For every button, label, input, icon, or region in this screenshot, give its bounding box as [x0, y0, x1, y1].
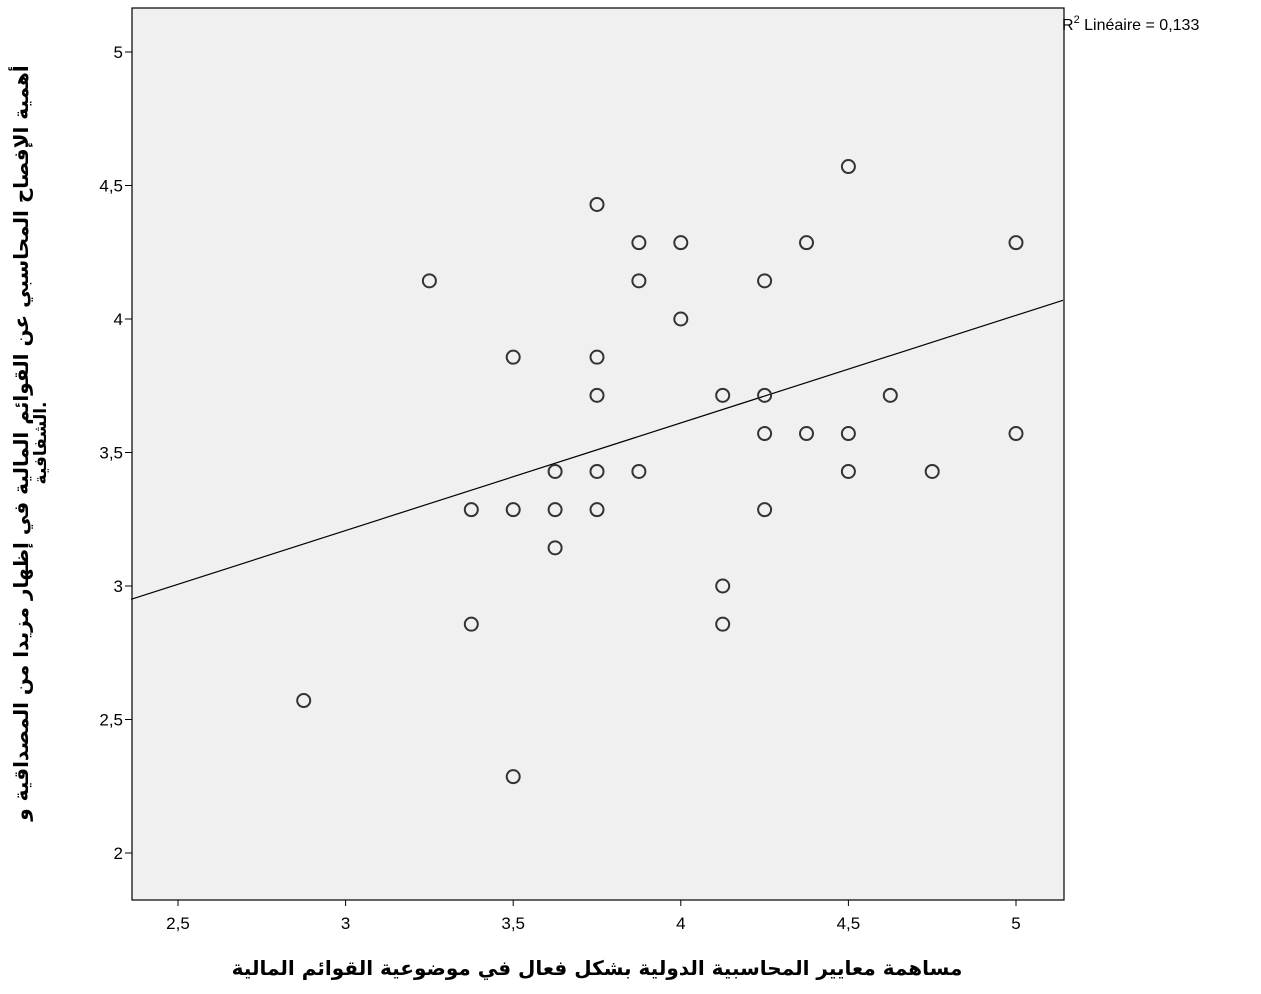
data-point	[715, 578, 731, 594]
r2-superscript: 2	[1074, 14, 1080, 26]
data-point	[296, 693, 312, 709]
y-tick-label: 3,5	[99, 444, 123, 463]
data-point	[673, 311, 689, 327]
y-tick-label: 4,5	[99, 177, 123, 196]
data-point	[421, 273, 437, 289]
data-point	[757, 502, 773, 518]
data-point	[924, 463, 940, 479]
data-point	[715, 387, 731, 403]
data-point	[673, 235, 689, 251]
data-point	[882, 387, 898, 403]
data-point	[840, 463, 856, 479]
r2-prefix: R	[1062, 17, 1074, 34]
data-point	[505, 502, 521, 518]
x-tick-label: 5	[1011, 914, 1020, 933]
x-tick-label: 4	[676, 914, 685, 933]
data-point	[799, 235, 814, 251]
x-tick-label: 3	[341, 914, 350, 933]
x-tick-label: 2,5	[166, 914, 190, 933]
data-point	[547, 502, 563, 518]
y-tick-label: 2	[114, 844, 123, 863]
plot-area	[131, 7, 1065, 901]
linear-fit-line	[130, 299, 1064, 600]
x-axis-title: مساهمة معايير المحاسبية الدولية بشكل فعا…	[232, 956, 963, 981]
y-axis-title-line-2: الشفافية.	[31, 402, 51, 485]
data-point	[631, 463, 647, 479]
data-point	[505, 769, 521, 785]
data-point	[799, 426, 814, 442]
data-point	[589, 196, 605, 212]
x-tick-label: 4,5	[837, 914, 861, 933]
data-point	[1008, 235, 1024, 251]
y-tick-label: 5	[114, 43, 123, 62]
y-axis-title-line-1: أهمية الإفصاح المحاسبي عن القوائم المالي…	[7, 65, 34, 821]
data-point	[840, 159, 856, 175]
data-point	[631, 235, 647, 251]
data-point	[757, 426, 773, 442]
data-point	[463, 616, 479, 632]
y-tick-label: 4	[114, 310, 123, 329]
data-point	[505, 349, 521, 365]
data-point	[589, 463, 605, 479]
x-tick-label: 3,5	[501, 914, 525, 933]
data-point	[715, 616, 731, 632]
y-tick-label: 2,5	[99, 711, 123, 730]
data-point	[589, 387, 605, 403]
data-point	[757, 273, 773, 289]
r2-linear-label: R2 Linéaire = 0,133	[1062, 14, 1199, 34]
data-point	[631, 273, 647, 289]
data-point	[840, 426, 856, 442]
data-point	[547, 463, 563, 479]
data-point	[589, 502, 605, 518]
data-point	[589, 349, 605, 365]
r2-text: Linéaire = 0,133	[1080, 17, 1200, 34]
data-point	[463, 502, 479, 518]
data-point	[1008, 426, 1024, 442]
y-tick-label: 3	[114, 577, 123, 596]
data-point	[757, 387, 773, 403]
data-point	[547, 540, 563, 556]
y-axis-title: أهمية الإفصاح المحاسبي عن القوائم المالي…	[7, 65, 51, 821]
